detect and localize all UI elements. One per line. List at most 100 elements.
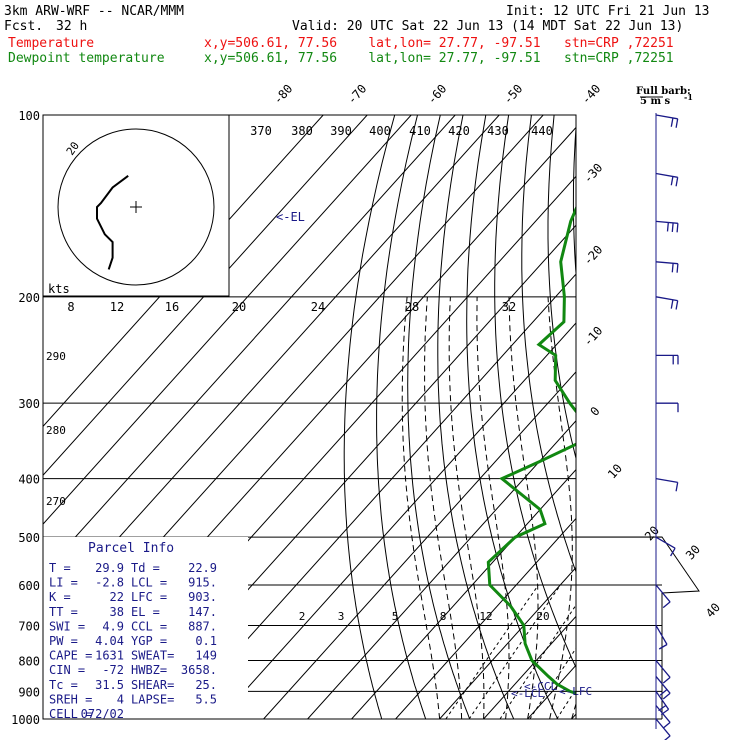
pressure-label: 300 <box>18 397 40 411</box>
el-marker: <-EL <box>276 210 305 224</box>
wind-barb <box>655 584 671 609</box>
wind-barb-shaft <box>655 536 676 549</box>
parcel-info-cell: 072/02 <box>81 707 124 721</box>
valid-time: Valid: 20 UTC Sat 22 Jun 13 (14 MDT Sat … <box>292 19 683 34</box>
plot-frame <box>42 114 577 720</box>
dry-adiabat-line <box>645 115 740 719</box>
parcel-info-cell: Td = <box>131 561 160 575</box>
dry-adiabat-line <box>466 115 559 719</box>
wind-barb <box>655 625 668 650</box>
parcel-info-cell: 22.9 <box>188 561 217 575</box>
forecast-label: Fcst. <box>4 19 43 34</box>
mixing-ratio-line <box>468 584 561 719</box>
wind-barb-shaft <box>655 220 678 224</box>
parcel-info-cell: 887. <box>188 619 217 633</box>
dry-adiabat-line <box>668 115 740 719</box>
isotherm-line <box>219 322 576 719</box>
parcel-info-cell: 0.1 <box>195 634 217 648</box>
wind-barb-flag <box>671 222 674 232</box>
parcel-info-cell: 1631 <box>95 649 124 663</box>
isotherm-line <box>351 468 576 719</box>
wind-barb-shaft <box>655 718 671 737</box>
parcel-info-cell: K = <box>49 590 71 604</box>
wind-barb <box>655 220 679 233</box>
wind-barb <box>655 660 671 684</box>
barb-legend-title: Full barb: <box>636 86 691 97</box>
model-title: 3km ARW-WRF -- NCAR/MMM <box>4 4 184 19</box>
parcel-info-cell: 3658. <box>181 663 217 677</box>
dry-adiabat-line <box>736 115 740 719</box>
parcel-info-cell: 4 <box>117 692 124 706</box>
mixing-ratio-line <box>499 604 576 719</box>
parcel-info-cell: CELL = <box>49 707 92 721</box>
parcel-info-cell: HWBZ= <box>131 663 167 677</box>
wind-barb-shaft <box>655 691 670 710</box>
parcel-info-cell: LAPSE= <box>131 692 174 706</box>
wind-barb <box>655 705 671 729</box>
parcel-info-cell: 5.5 <box>195 692 217 706</box>
parcel-info-cell: SWEAT= <box>131 649 174 663</box>
isotherm-label: 10 <box>605 461 625 481</box>
dry-adiabat-line <box>521 115 576 574</box>
isotherm-line <box>263 371 576 719</box>
isotherm-line <box>43 115 368 476</box>
pressure-label: 400 <box>18 473 40 487</box>
dewpoint-station-info: x,y=506.61, 77.56 lat,lon= 27.77, -97.51… <box>204 51 674 66</box>
mixing-ratio-label: 20 <box>232 300 246 314</box>
isotherm-label: 20 <box>642 523 662 543</box>
pressure-label: 500 <box>18 531 40 545</box>
pressure-label: 600 <box>18 579 40 593</box>
wind-barb <box>655 477 679 492</box>
parcel-info-cell: EL = <box>131 605 160 619</box>
temperature-station-info: x,y=506.61, 77.56 lat,lon= 27.77, -97.51… <box>204 36 674 51</box>
mixing-ratio-label-low: 12 <box>479 610 492 623</box>
isotherm-line <box>43 115 456 574</box>
mixing-ratio-label: 12 <box>110 300 124 314</box>
ccl-marker: <-CCL <box>524 680 557 693</box>
isotherm-line <box>395 517 576 719</box>
isotherm-label: -10 <box>581 324 606 349</box>
parcel-info-cell: 147. <box>188 605 217 619</box>
isotherm-line <box>43 115 324 428</box>
wind-barb-flag <box>662 676 671 684</box>
hodograph-kts-label: kts <box>48 282 70 296</box>
theta-side-label: 290 <box>46 350 66 363</box>
theta-label: 380 <box>291 124 313 138</box>
dry-adiabat-line <box>437 115 515 719</box>
theta-label: 420 <box>448 124 470 138</box>
dry-adiabat-line <box>691 115 740 719</box>
parcel-info-cell: TT = <box>49 605 78 619</box>
mixing-ratio-label-low: 3 <box>338 610 345 623</box>
wind-barb-shaft <box>655 660 671 678</box>
isotherm-label: -70 <box>345 82 370 107</box>
parcel-info-cell: SREH = <box>49 692 92 706</box>
profiles <box>486 115 740 719</box>
parcel-info-cell: -2.8 <box>95 576 124 590</box>
parcel-info-panel <box>43 537 248 719</box>
wind-barb-flag <box>662 601 671 609</box>
wind-barb-flag <box>675 118 679 128</box>
dry-adiabat-line <box>622 115 740 719</box>
barb-legend-units: 5 m s <box>640 96 671 107</box>
parcel-info-cell: -72 <box>102 663 124 677</box>
dewpoint-legend: Dewpoint temperature <box>8 51 165 66</box>
wind-barb-shaft <box>655 296 678 302</box>
wind-barb-flag <box>664 735 671 740</box>
dry-adiabat-line <box>376 115 427 719</box>
wind-barb-shaft <box>655 114 678 120</box>
parcel-info-table: T = 29.9 Td = 22.9 LI = -2.8 LCL = 915. K = 22 LFC… <box>49 561 217 721</box>
temperature-profile <box>608 115 740 719</box>
moist-adiabat-line <box>476 296 510 719</box>
wind-barb-flag <box>675 177 679 187</box>
moist-adiabat-line <box>424 296 463 719</box>
lcl-marker: <-LCL <box>511 687 544 700</box>
dry-adiabat-line <box>407 115 471 719</box>
wind-barb-flag <box>675 300 679 310</box>
parcel-info-cell: 31.5 <box>95 678 124 692</box>
hodograph: 20 <box>57 128 215 286</box>
pressure-label: 800 <box>18 654 40 668</box>
parcel-info-cell: CAPE = <box>49 649 92 663</box>
theta-label: 390 <box>330 124 352 138</box>
wind-barb <box>655 172 679 187</box>
parcel-info-cell: 4.04 <box>95 634 124 648</box>
